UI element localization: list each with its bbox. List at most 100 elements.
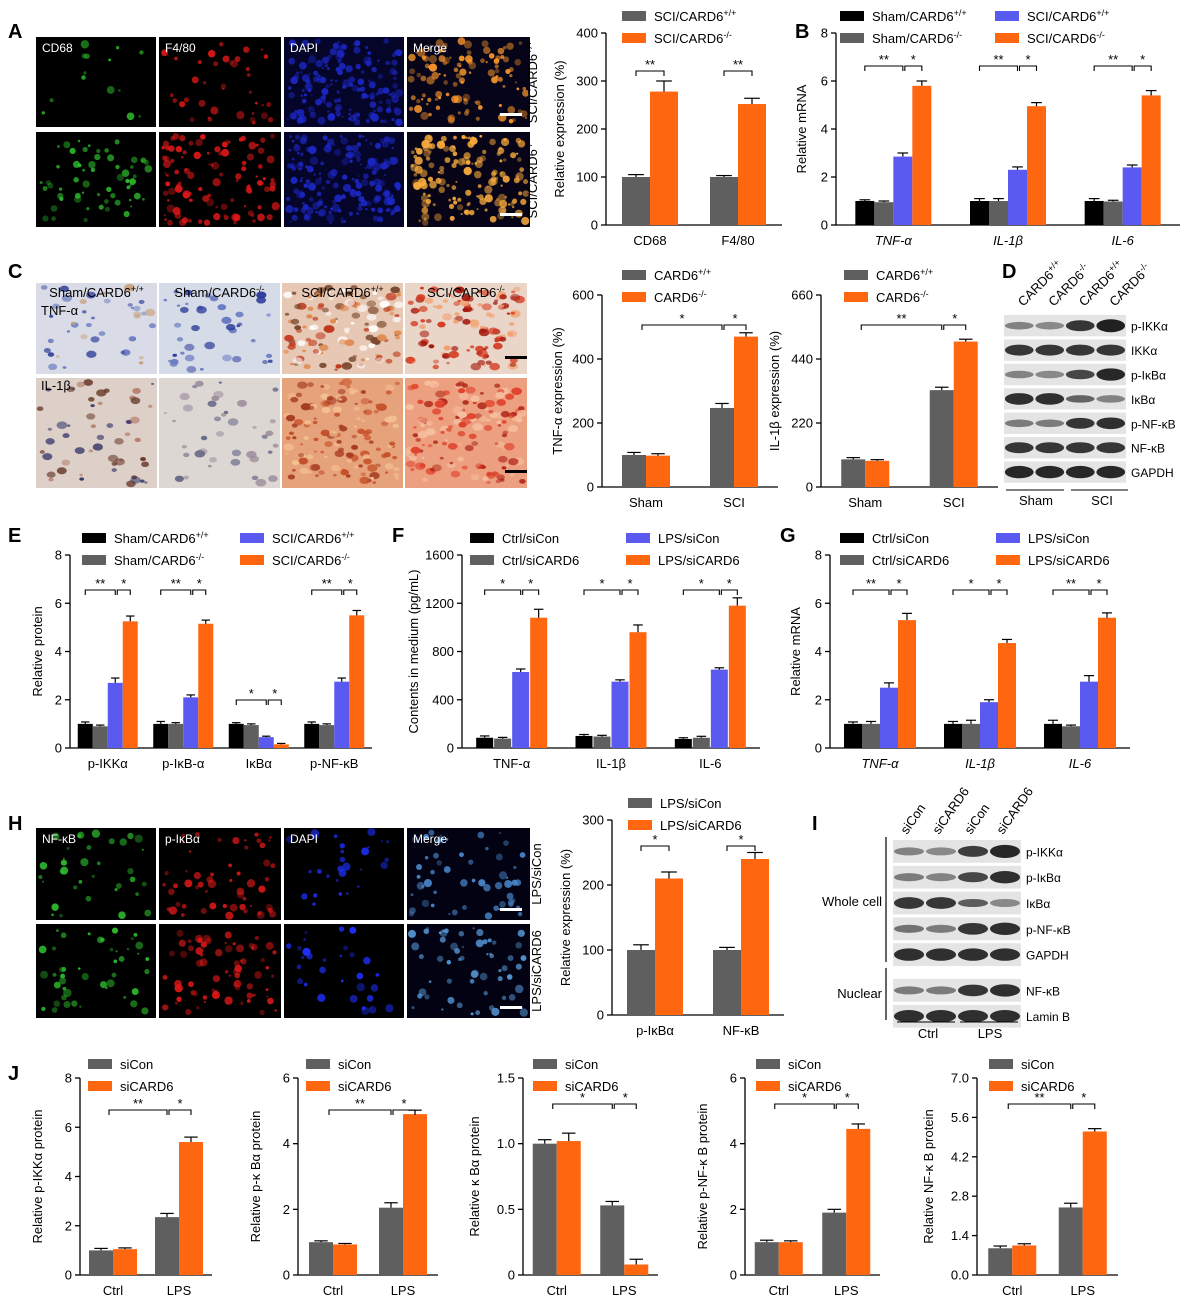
stained-cell xyxy=(393,473,399,477)
cell-spot xyxy=(369,101,377,108)
stained-cell xyxy=(326,396,337,405)
significance-bracket xyxy=(235,699,267,705)
cell-spot xyxy=(86,845,92,851)
stained-cell xyxy=(86,350,97,358)
cell-spot xyxy=(462,93,471,102)
stained-cell xyxy=(509,357,518,364)
cell-spot xyxy=(79,1005,82,1008)
cell-spot xyxy=(379,138,386,144)
cell-spot xyxy=(181,156,184,159)
cell-spot xyxy=(40,970,49,979)
cell-spot xyxy=(335,110,341,117)
cell-spot xyxy=(195,138,203,147)
stained-cell xyxy=(103,298,111,304)
cell-spot xyxy=(63,1000,71,1009)
stained-cell xyxy=(338,424,344,429)
cell-spot xyxy=(130,165,134,169)
cell-spot xyxy=(257,213,265,222)
cell-spot xyxy=(385,98,392,105)
cell-spot xyxy=(179,101,186,108)
stained-cell xyxy=(334,450,345,458)
cell-spot xyxy=(197,219,203,224)
stained-cell xyxy=(346,458,353,463)
stained-cell xyxy=(385,390,392,395)
cell-spot xyxy=(259,1009,265,1015)
band-label: p-IκBα xyxy=(1026,871,1061,885)
stained-cell xyxy=(510,293,521,302)
cell-spot xyxy=(165,181,171,187)
cell-spot xyxy=(343,945,349,951)
cell-spot xyxy=(229,878,233,883)
y-axis-label: Relative expression (%) xyxy=(552,60,567,197)
cell-spot xyxy=(327,138,335,146)
stained-cell xyxy=(90,404,95,408)
cell-spot xyxy=(263,859,271,867)
cell-spot xyxy=(291,113,298,120)
cell-spot xyxy=(348,82,354,87)
cell-spot xyxy=(483,884,491,892)
stained-cell xyxy=(204,341,216,350)
stained-cell xyxy=(250,338,256,343)
cell-spot xyxy=(126,112,135,121)
cell-spot xyxy=(304,214,310,220)
cell-spot xyxy=(343,188,346,191)
ihc-image xyxy=(282,283,404,374)
stained-cell xyxy=(79,477,85,481)
cell-spot xyxy=(421,207,429,214)
stained-cell xyxy=(427,444,433,448)
cell-spot xyxy=(372,162,381,171)
bar xyxy=(107,682,123,748)
cell-spot xyxy=(293,74,300,80)
stained-cell xyxy=(457,299,461,303)
blot-band xyxy=(925,986,957,995)
cell-spot xyxy=(111,927,119,934)
legend-swatch xyxy=(533,1081,557,1091)
cell-spot xyxy=(430,903,435,908)
cell-spot xyxy=(383,38,390,44)
cell-spot xyxy=(308,55,317,64)
cell-spot xyxy=(429,180,437,189)
x-tick-label: TNF-α xyxy=(875,233,913,248)
row-label: SCI/CARD6+/+ xyxy=(524,41,540,123)
cell-spot xyxy=(375,972,380,977)
cell-spot xyxy=(49,98,54,103)
blot-strip xyxy=(1004,412,1126,434)
cell-spot xyxy=(516,87,520,91)
stained-cell xyxy=(439,456,444,460)
cell-spot xyxy=(224,941,227,944)
panel-label-d: D xyxy=(1002,261,1016,283)
cell-spot xyxy=(132,174,137,179)
blot-band xyxy=(989,984,1021,997)
cell-spot xyxy=(365,139,368,142)
cell-spot xyxy=(342,85,347,89)
stained-cell xyxy=(340,395,346,400)
stained-cell xyxy=(285,452,289,455)
cell-spot xyxy=(483,46,491,55)
stained-cell xyxy=(356,417,361,421)
blot-band xyxy=(1004,344,1034,356)
significance-bracket xyxy=(621,589,639,595)
cell-spot xyxy=(517,911,523,917)
legend-label: SCI/CARD6-/- xyxy=(272,552,350,568)
stained-cell xyxy=(306,454,314,460)
cell-spot xyxy=(520,198,527,205)
stained-cell xyxy=(215,431,225,437)
stained-cell xyxy=(186,366,197,373)
cell-spot xyxy=(356,982,365,992)
cell-spot xyxy=(297,152,300,155)
cell-spot xyxy=(457,158,466,166)
cell-spot xyxy=(300,177,303,180)
stained-cell xyxy=(256,296,267,304)
blot-band xyxy=(989,922,1021,936)
cell-spot xyxy=(199,958,208,967)
y-tick-label: 100 xyxy=(576,170,598,185)
significance-bracket xyxy=(108,1109,168,1115)
significance-bracket xyxy=(1093,65,1133,71)
stained-cell xyxy=(450,294,456,299)
y-tick-label: 7.0 xyxy=(951,1071,969,1086)
cell-spot xyxy=(138,115,141,118)
cell-spot xyxy=(348,112,351,116)
cell-spot xyxy=(501,965,508,972)
stained-cell xyxy=(324,284,334,292)
